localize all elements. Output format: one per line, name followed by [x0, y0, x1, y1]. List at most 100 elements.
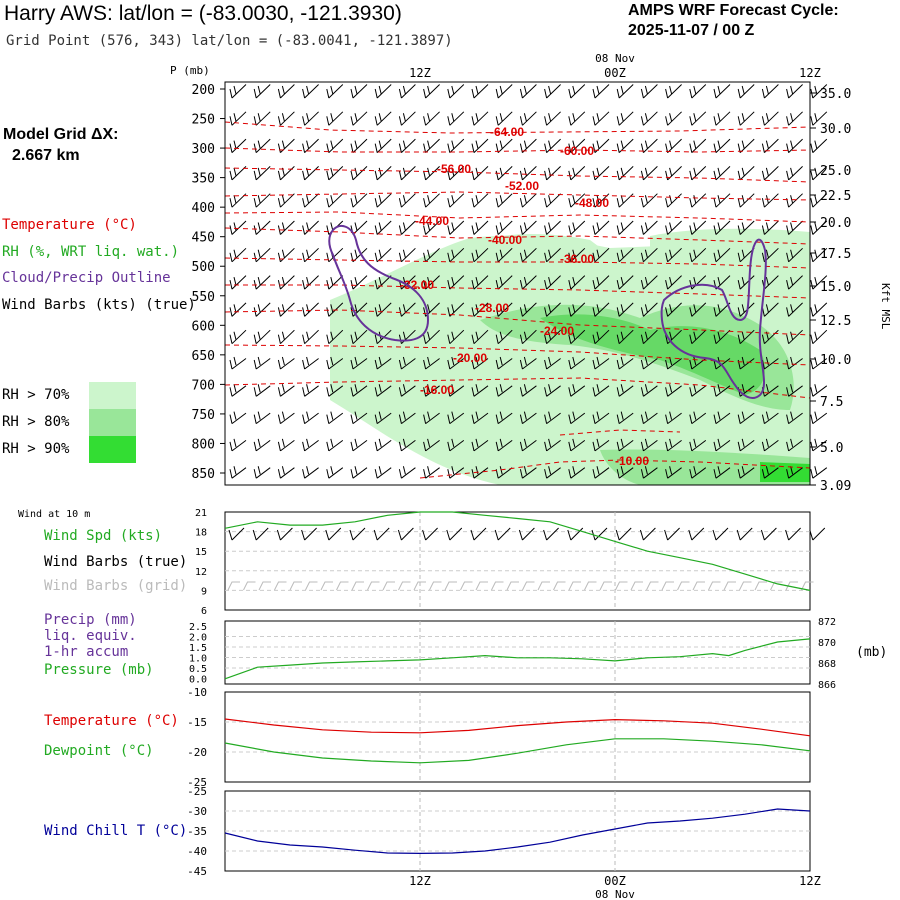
- wind-barb: [495, 220, 513, 235]
- wind-barb: [568, 384, 586, 397]
- wind-y-tick-label: 21: [195, 508, 207, 519]
- top-time-label: 12Z: [799, 66, 821, 80]
- height-axis-label: Kft MSL: [879, 283, 892, 330]
- wind-barb: [616, 411, 634, 424]
- wind-barb: [640, 193, 658, 208]
- wind-barb: [544, 193, 561, 208]
- wind-barb: [689, 220, 707, 235]
- wind-barb: [810, 220, 828, 235]
- surface-wind-barb-grid: [506, 581, 519, 591]
- surface-wind-barb: [446, 527, 463, 541]
- wind-barb: [302, 329, 319, 345]
- wind-barb: [519, 466, 537, 479]
- surface-wind-barb-grid: [382, 581, 395, 591]
- precip-y-tick-label: 0.0: [189, 675, 207, 686]
- wind-barb: [519, 438, 537, 452]
- pressure-unit-label: (mb): [856, 645, 887, 660]
- top-date-label: 08 Nov: [595, 52, 635, 65]
- chill-y-tick-label: -30: [187, 805, 207, 818]
- wind-barb: [568, 275, 586, 290]
- wind-barb: [665, 247, 682, 263]
- wind-barb: [229, 384, 247, 397]
- wind-barb: [471, 384, 489, 397]
- label-dewpoint: Dewpoint (°C): [44, 743, 154, 759]
- rh80-region-low: [600, 449, 810, 485]
- wind-barb: [495, 247, 513, 263]
- wind-barb: [423, 466, 440, 479]
- temp-y-tick-label: -20: [187, 746, 207, 759]
- pressure-tick-label: 600: [192, 319, 215, 334]
- wind-barb: [689, 384, 707, 397]
- isotherm-label: -48.00: [575, 196, 609, 210]
- wind-barb: [519, 275, 537, 290]
- label-wind-chill: Wind Chill T (°C): [44, 823, 188, 839]
- isotherm-line: [224, 211, 811, 223]
- wind-barb: [423, 111, 440, 126]
- wind-barb: [689, 329, 707, 345]
- surface-wind-barb-grid: [785, 581, 798, 591]
- wind-y-tick-label: 18: [195, 528, 207, 539]
- wind-barb: [519, 166, 537, 181]
- wind-barb: [350, 111, 368, 126]
- wind-barb: [398, 247, 416, 263]
- wind-y-tick-label: 6: [201, 606, 207, 617]
- wind-barb: [689, 275, 707, 290]
- wind-barb: [253, 138, 271, 153]
- wind-barb: [423, 438, 440, 452]
- wind-barb: [640, 166, 658, 181]
- wind-barb: [302, 466, 319, 479]
- surface-wind-barb-grid: [522, 581, 535, 591]
- wind-barb: [277, 247, 295, 263]
- wind-barb: [447, 356, 465, 370]
- wind-barb: [447, 138, 465, 153]
- wind-barb: [713, 220, 731, 235]
- forecast-cycle-label: AMPS WRF Forecast Cycle:: [628, 2, 839, 19]
- surface-wind-barb-grid: [320, 581, 333, 591]
- wind-barb: [786, 466, 803, 479]
- wind-barb: [544, 247, 561, 263]
- surface-wind-barb: [639, 527, 656, 541]
- temp-y-tick-label: -10: [187, 686, 207, 699]
- surface-wind-barb-grid: [274, 581, 287, 591]
- surface-wind-barb-grid: [305, 581, 318, 591]
- surface-wind-barb: [518, 527, 535, 541]
- wind-barb: [398, 220, 416, 235]
- wind-barb: [713, 411, 731, 424]
- cross-section-frame: [224, 81, 811, 486]
- wind-barb: [398, 302, 416, 317]
- isotherm-label: -60.00: [560, 144, 594, 158]
- wind-barb: [253, 275, 271, 290]
- top-time-label: 12Z: [409, 66, 431, 80]
- wind-barb: [229, 411, 247, 424]
- wind-barb: [326, 111, 344, 126]
- surface-wind-barb: [809, 527, 826, 541]
- pressure-y-tick-label: 866: [818, 680, 836, 691]
- surface-wind-barb: [785, 527, 801, 541]
- wind-barb: [302, 411, 319, 424]
- pressure-tick-label: 250: [192, 113, 215, 128]
- wind-barb: [786, 356, 803, 370]
- surface-wind-barb-grid: [444, 581, 457, 591]
- surface-wind-barb: [760, 527, 777, 541]
- wind-barb: [447, 384, 465, 397]
- wind-barb: [447, 111, 465, 126]
- wind-barb: [810, 138, 828, 153]
- pressure-tick-label: 550: [192, 290, 215, 305]
- wind-barb: [737, 275, 755, 290]
- wind-barb: [350, 193, 368, 208]
- label-precip-accum: 1-hr accum: [44, 644, 129, 660]
- legend-rh80-swatch: [89, 409, 136, 436]
- isotherm-line: [419, 459, 811, 479]
- wind-barb: [737, 84, 755, 99]
- wind-barb: [665, 84, 682, 99]
- wind-chill-line: [224, 808, 811, 855]
- wind-barb: [423, 384, 440, 397]
- surface-wind-barb: [252, 527, 269, 541]
- wind-barb: [350, 275, 368, 290]
- surface-wind-barb-grid: [584, 581, 597, 591]
- wind-barb: [229, 302, 247, 317]
- surface-wind-barb-grid: [677, 581, 690, 591]
- page-title: Harry AWS: lat/lon = (-83.0030, -121.393…: [4, 2, 402, 25]
- wind-barb: [398, 193, 416, 208]
- legend-rh80-label: RH > 80%: [2, 414, 70, 430]
